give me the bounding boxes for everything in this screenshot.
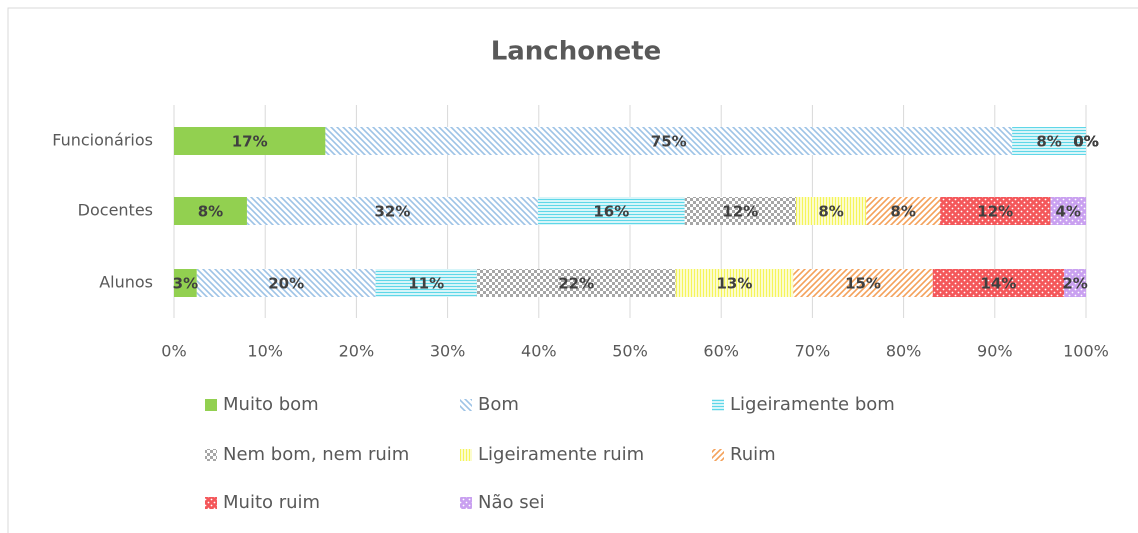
bar-segment xyxy=(375,269,477,297)
legend-swatch xyxy=(460,399,472,411)
data-label: 0% xyxy=(1073,133,1098,151)
data-label: 0% xyxy=(1073,133,1098,151)
bar-segment xyxy=(866,197,941,225)
legend-swatch xyxy=(712,399,724,411)
legend-label: Ligeiramente bom xyxy=(730,394,895,415)
legend-swatch xyxy=(712,449,724,461)
bar-segment xyxy=(1050,197,1086,225)
bar-segment xyxy=(675,269,794,297)
y-tick-label: Docentes xyxy=(78,201,153,220)
x-tick-label: 90% xyxy=(977,342,1013,361)
x-tick-label: 40% xyxy=(521,342,557,361)
y-tick-label: Alunos xyxy=(99,273,153,292)
data-label: 8% xyxy=(1036,133,1061,151)
x-tick-label: 0% xyxy=(161,342,186,361)
legend-label: Bom xyxy=(478,394,519,415)
bar-segment xyxy=(793,269,933,297)
data-label: 16% xyxy=(593,203,629,221)
legend-label: Não sei xyxy=(478,492,545,513)
bar-segment xyxy=(196,269,376,297)
bar-segment xyxy=(174,269,197,297)
data-label: 8% xyxy=(198,203,223,221)
bar-segment xyxy=(795,197,867,225)
bar-segment xyxy=(1012,127,1086,155)
x-tick-label: 80% xyxy=(886,342,922,361)
data-label: 14% xyxy=(980,275,1016,293)
bar-segment xyxy=(1064,269,1086,297)
x-tick-label: 60% xyxy=(703,342,739,361)
legend-label: Muito bom xyxy=(223,394,319,415)
bar-segment xyxy=(684,197,796,225)
data-label: 8% xyxy=(818,203,843,221)
data-label: 3% xyxy=(173,275,198,293)
bar-segment xyxy=(174,127,326,155)
x-tick-label: 30% xyxy=(430,342,466,361)
bar-segment xyxy=(932,269,1065,297)
data-label: 2% xyxy=(1062,275,1087,293)
data-label: 4% xyxy=(1055,203,1080,221)
legend-swatch xyxy=(460,497,472,509)
legend-label: Nem bom, nem ruim xyxy=(223,444,409,465)
y-tick-label: Funcionários xyxy=(52,131,153,150)
legend-swatch xyxy=(460,449,472,461)
data-label: 17% xyxy=(232,133,268,151)
data-label: 75% xyxy=(651,133,687,151)
data-label: 22% xyxy=(558,275,594,293)
data-label: 0% xyxy=(1073,133,1098,151)
data-label: 13% xyxy=(716,275,752,293)
bar-segment xyxy=(940,197,1051,225)
legend-label: Ruim xyxy=(730,444,776,465)
x-tick-label: 20% xyxy=(339,342,375,361)
data-label: 12% xyxy=(722,203,758,221)
x-tick-label: 70% xyxy=(795,342,831,361)
data-label: 8% xyxy=(890,203,915,221)
legend-swatch xyxy=(205,449,217,461)
chart-title: Lanchonete xyxy=(491,37,662,67)
data-label: 20% xyxy=(268,275,304,293)
data-label: 0% xyxy=(1073,133,1098,151)
x-tick-label: 50% xyxy=(612,342,648,361)
data-label: 12% xyxy=(977,203,1013,221)
legend-swatch xyxy=(205,497,217,509)
bar-segment xyxy=(325,127,1013,155)
legend-swatch xyxy=(205,399,217,411)
data-label: 15% xyxy=(845,275,881,293)
data-label: 11% xyxy=(408,275,444,293)
data-label: 32% xyxy=(374,203,410,221)
bar-segment xyxy=(537,197,685,225)
legend-label: Ligeiramente ruim xyxy=(478,444,644,465)
bar-segment xyxy=(476,269,676,297)
bar-segment xyxy=(246,197,538,225)
x-tick-label: 100% xyxy=(1063,342,1109,361)
x-tick-label: 10% xyxy=(247,342,283,361)
legend-label: Muito ruim xyxy=(223,492,320,513)
bar-segment xyxy=(174,197,247,225)
data-label: 0% xyxy=(1073,133,1098,151)
